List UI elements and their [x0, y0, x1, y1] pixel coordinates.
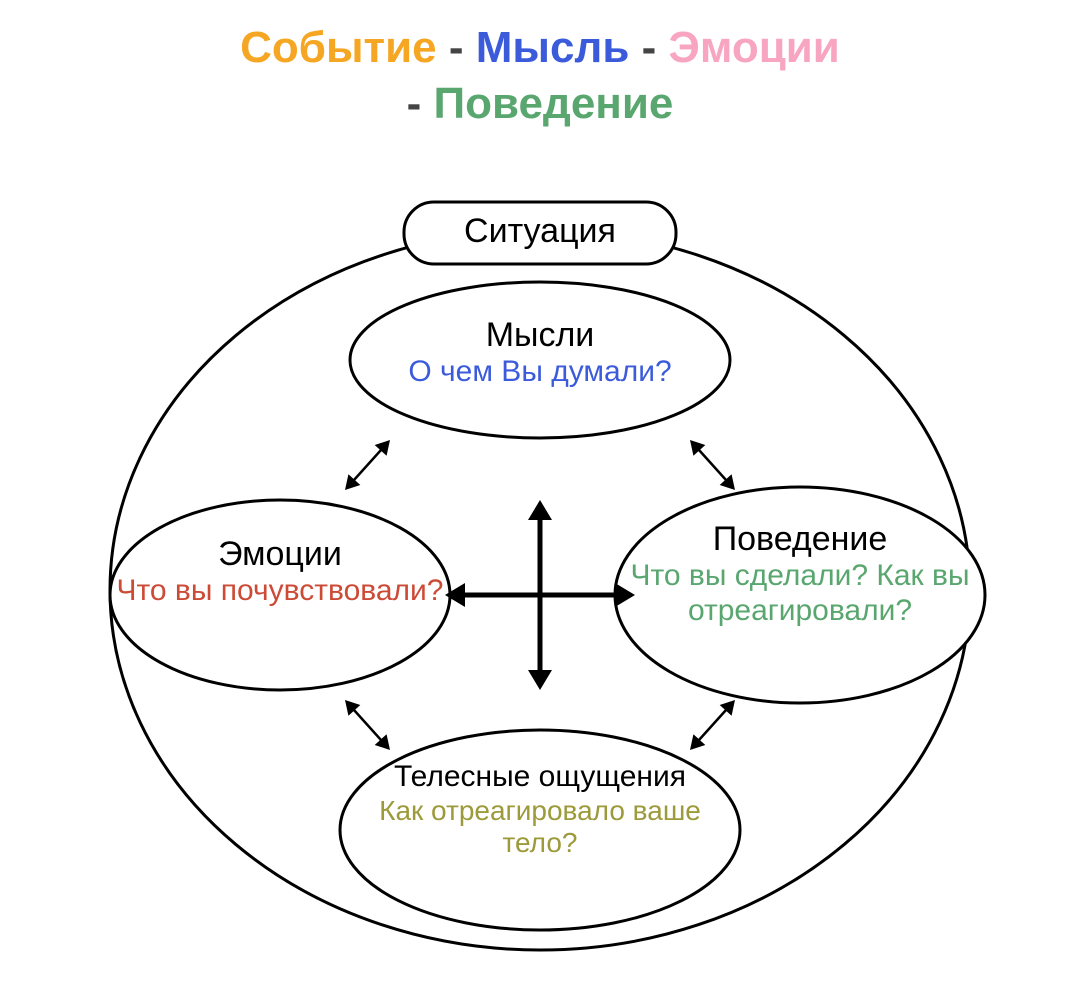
- emotions-title: Эмоции: [110, 535, 450, 574]
- behavior-title: Поведение: [615, 520, 985, 559]
- thoughts-question: О чем Вы думали?: [350, 355, 730, 390]
- behavior-question: Что вы сделали? Как вы отреагировали?: [615, 559, 985, 628]
- situation-title: Ситуация: [404, 212, 676, 251]
- body-sensations-label: Телесные ощущения Как отреагировало ваше…: [340, 760, 740, 859]
- thoughts-title: Мысли: [350, 316, 730, 355]
- emotions-label: Эмоции Что вы почувствовали?: [110, 535, 450, 609]
- body-title: Телесные ощущения: [340, 760, 740, 795]
- body-question: Как отреагировало ваше тело?: [340, 795, 740, 859]
- page: Событие - Мысль - Эмоции - Поведение Сит…: [0, 0, 1080, 996]
- situation-label: Ситуация: [404, 212, 676, 251]
- thoughts-label: Мысли О чем Вы думали?: [350, 316, 730, 390]
- behavior-label: Поведение Что вы сделали? Как вы отреаги…: [615, 520, 985, 628]
- emotions-question: Что вы почувствовали?: [110, 574, 450, 609]
